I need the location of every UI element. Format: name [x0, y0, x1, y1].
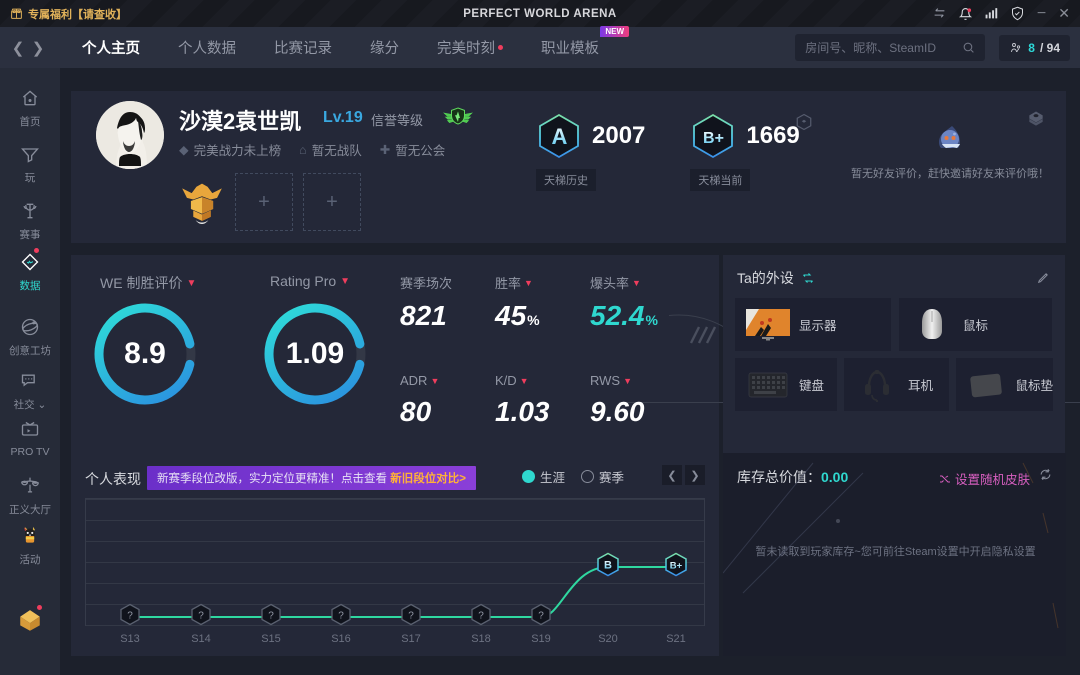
svg-text:B: B	[604, 560, 612, 572]
svg-text:?: ?	[338, 611, 344, 622]
svg-text:?: ?	[538, 611, 544, 622]
svg-text:?: ?	[408, 611, 414, 622]
svg-text:A: A	[552, 124, 568, 149]
svg-text:?: ?	[478, 611, 484, 622]
svg-text:?: ?	[268, 611, 274, 622]
svg-text:B+: B+	[670, 561, 683, 572]
svg-text:?: ?	[198, 611, 204, 622]
svg-text:B+: B+	[703, 130, 724, 147]
svg-text:?: ?	[127, 611, 133, 622]
